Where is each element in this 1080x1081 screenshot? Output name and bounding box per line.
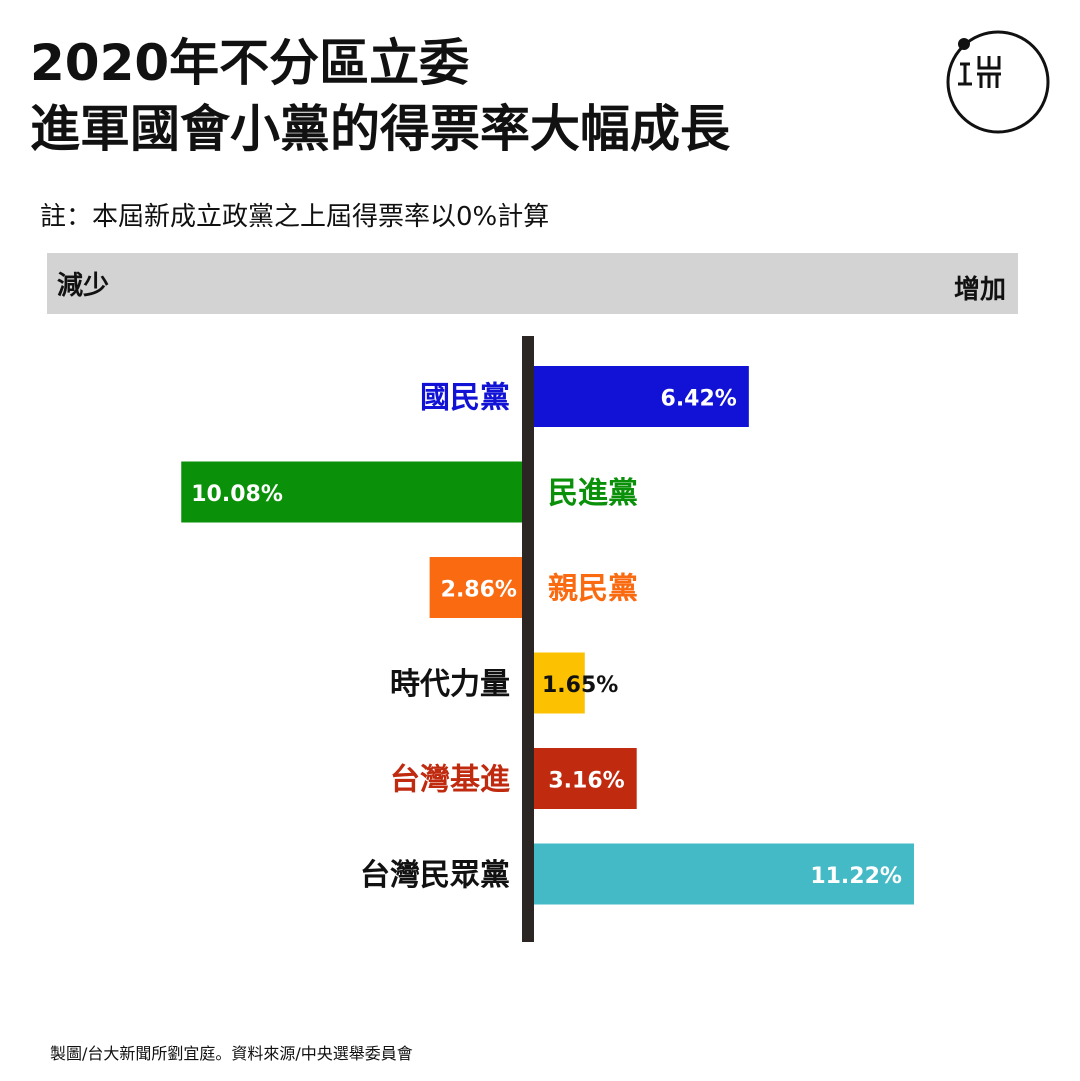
chart-title-line-1: 2020年不分區立委: [30, 34, 470, 92]
category-label-1: 民進黨: [548, 476, 638, 511]
decrease-label: 減少: [57, 271, 110, 301]
value-label-2: 2.86%: [441, 578, 517, 603]
footer-credit: 製圖/台大新聞所劉宜庭。資料來源/中央選舉委員會: [50, 1044, 413, 1063]
chart-title-line-2: 進軍國會小黨的得票率大幅成長: [30, 100, 730, 158]
value-label-0: 6.42%: [661, 387, 737, 412]
bar-5: [528, 843, 914, 905]
value-label-1: 10.08%: [191, 482, 283, 507]
category-label-0: 國民黨: [420, 381, 510, 416]
value-label-3: 1.65%: [542, 673, 618, 698]
bar-0: [528, 366, 749, 427]
bar-3: [528, 652, 585, 714]
direction-bar: 減少 增加: [47, 253, 1018, 314]
chart-note: 註：本屆新成立政黨之上屆得票率以0%計算: [40, 202, 550, 232]
diverging-bar-chart: 6.42% 國民黨 10.08% 民進黨 2.86% 親民黨 1.65% 時代力量 3.16% 台…: [181, 336, 914, 942]
bar-4: [528, 748, 637, 809]
increase-label: 增加: [953, 275, 1006, 305]
chart-title: 2020年不分區立委 進軍國會小黨的得票率大幅成長: [30, 30, 730, 162]
category-label-2: 親民黨: [548, 572, 638, 607]
bar-1: [181, 461, 529, 523]
value-label-5: 11.22%: [810, 864, 902, 889]
category-label-5: 台灣民眾黨: [360, 858, 510, 893]
bar-2: [429, 557, 528, 618]
center-axis: [522, 336, 534, 942]
category-label-4: 台灣基進: [390, 763, 510, 798]
initium-logo-icon: [946, 30, 1050, 134]
category-label-3: 時代力量: [390, 667, 510, 702]
value-label-4: 3.16%: [548, 769, 624, 794]
